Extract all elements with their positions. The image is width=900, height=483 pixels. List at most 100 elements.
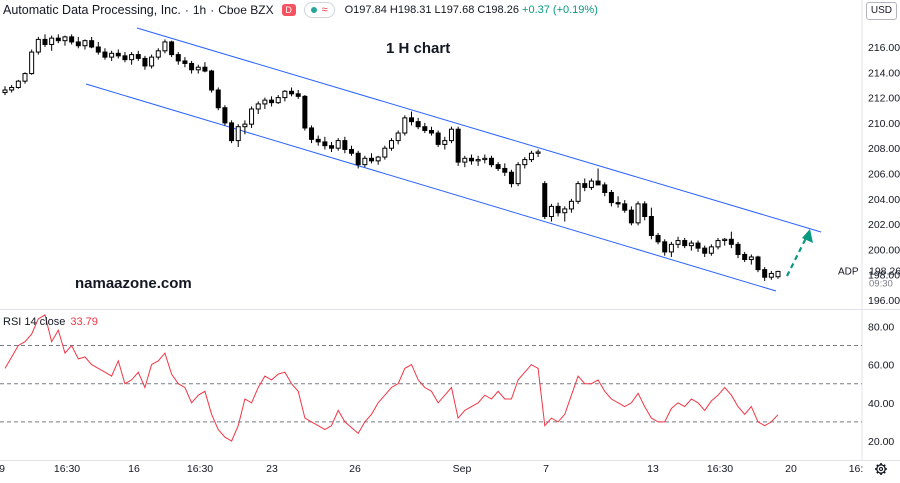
candle-body <box>302 95 308 129</box>
candle-body <box>568 200 574 210</box>
candle-body <box>255 103 261 110</box>
candle-body <box>602 184 608 193</box>
candle-body <box>275 97 281 104</box>
candle-body <box>229 122 235 142</box>
candle-body <box>109 52 115 58</box>
candle-body <box>435 132 441 145</box>
candle-body <box>182 60 188 64</box>
candle-body <box>488 157 494 166</box>
rsi-tick-label: 80.00 <box>868 321 894 333</box>
time-tick-label: 13 <box>647 463 659 475</box>
candle-body <box>369 157 375 162</box>
candle-body <box>282 90 288 99</box>
candle-body <box>335 140 341 149</box>
candle-body <box>249 108 255 125</box>
candle-body <box>162 41 168 52</box>
candle-body <box>655 234 661 243</box>
settings-gear-icon[interactable] <box>875 463 887 475</box>
currency-selector[interactable]: USD <box>865 2 897 20</box>
candle-body <box>22 73 28 82</box>
arrow-head <box>802 229 813 243</box>
candle-body <box>62 36 68 42</box>
candle-body <box>708 246 714 254</box>
candle-body <box>748 256 754 261</box>
separator: · <box>210 3 215 17</box>
candle-body <box>588 180 594 188</box>
candle-body <box>2 89 8 94</box>
trend-channel <box>85 27 822 292</box>
time-axis[interactable]: 9 16:30 16 16:30 23 26 Sep 7 13 16:30 20 16: <box>0 463 863 475</box>
candle-body <box>735 243 741 255</box>
candle-body <box>375 156 381 162</box>
time-tick-label: 7 <box>543 463 549 475</box>
candle-body <box>515 164 521 185</box>
candle-body <box>775 270 781 278</box>
candle-body <box>622 203 628 211</box>
interval-label[interactable]: 1h <box>192 3 207 17</box>
time-tick-label: 16:30 <box>54 463 80 475</box>
price-tick-label: 202.00 <box>868 219 900 231</box>
candle-body <box>82 40 88 47</box>
market-open-dot-icon <box>310 7 317 13</box>
candle-body <box>522 159 528 166</box>
candle-body <box>428 129 434 134</box>
market-status-pill[interactable]: ≈ <box>303 2 335 18</box>
candle-body <box>548 205 554 218</box>
candle-body <box>442 140 448 145</box>
candle-body <box>762 269 768 278</box>
candle-body <box>742 253 748 261</box>
candle-body <box>202 66 208 72</box>
candle-body <box>615 202 621 205</box>
candle-body <box>695 242 701 249</box>
price-tick-label: 208.00 <box>868 143 900 155</box>
candle-body <box>155 50 161 58</box>
candle-body <box>189 62 195 71</box>
time-tick-label: 9 <box>0 463 5 475</box>
candle-body <box>149 56 155 67</box>
candle-body <box>555 205 561 214</box>
candle-body <box>402 117 408 134</box>
candle-body <box>169 41 175 56</box>
candle-body <box>262 99 268 105</box>
data-flag-icon[interactable]: D <box>281 4 296 16</box>
candle-body <box>295 93 301 97</box>
time-tick-label: 16: <box>849 463 864 475</box>
candle-body <box>582 183 588 188</box>
price-axis[interactable]: 216.00 214.00 212.00 210.00 208.00 206.00 204.… <box>868 42 900 307</box>
candle-body <box>688 242 694 247</box>
candle-body <box>768 272 774 278</box>
rsi-tick-label: 20.00 <box>868 436 894 448</box>
watermark-text: namaazone.com <box>75 275 192 292</box>
close-value: C198.26 <box>477 4 519 16</box>
candle-body <box>95 46 101 53</box>
last-time-label: 09:30 <box>869 278 893 289</box>
candle-body <box>702 247 708 254</box>
rsi-legend[interactable]: RSI 14 close 33.79 <box>3 316 98 328</box>
candle-body <box>415 121 421 128</box>
candle-body <box>408 117 414 123</box>
arrow-shaft <box>786 237 807 277</box>
price-tick-label: 196.00 <box>868 295 900 307</box>
candle-body <box>49 37 55 45</box>
price-tick-label: 212.00 <box>868 93 900 105</box>
candle-body <box>395 132 401 142</box>
candle-body <box>495 164 501 169</box>
symbol-tag: ADP <box>838 266 859 277</box>
rsi-axis[interactable]: 80.00 60.00 40.00 20.00 <box>868 321 894 448</box>
channel-upper-line <box>136 27 822 233</box>
candle-body <box>315 138 321 143</box>
candle-body <box>242 123 248 128</box>
rsi-tick-label: 40.00 <box>868 398 894 410</box>
symbol-name[interactable]: Automatic Data Processing, Inc. <box>3 3 181 17</box>
candle-body <box>675 240 681 245</box>
candles <box>2 34 781 282</box>
candle-body <box>135 54 141 59</box>
price-tick-label: 214.00 <box>868 67 900 79</box>
rsi-tick-label: 60.00 <box>868 360 894 372</box>
candle-body <box>422 126 428 131</box>
candle-body <box>648 216 654 236</box>
candle-body <box>115 52 121 57</box>
candle-body <box>528 152 534 161</box>
